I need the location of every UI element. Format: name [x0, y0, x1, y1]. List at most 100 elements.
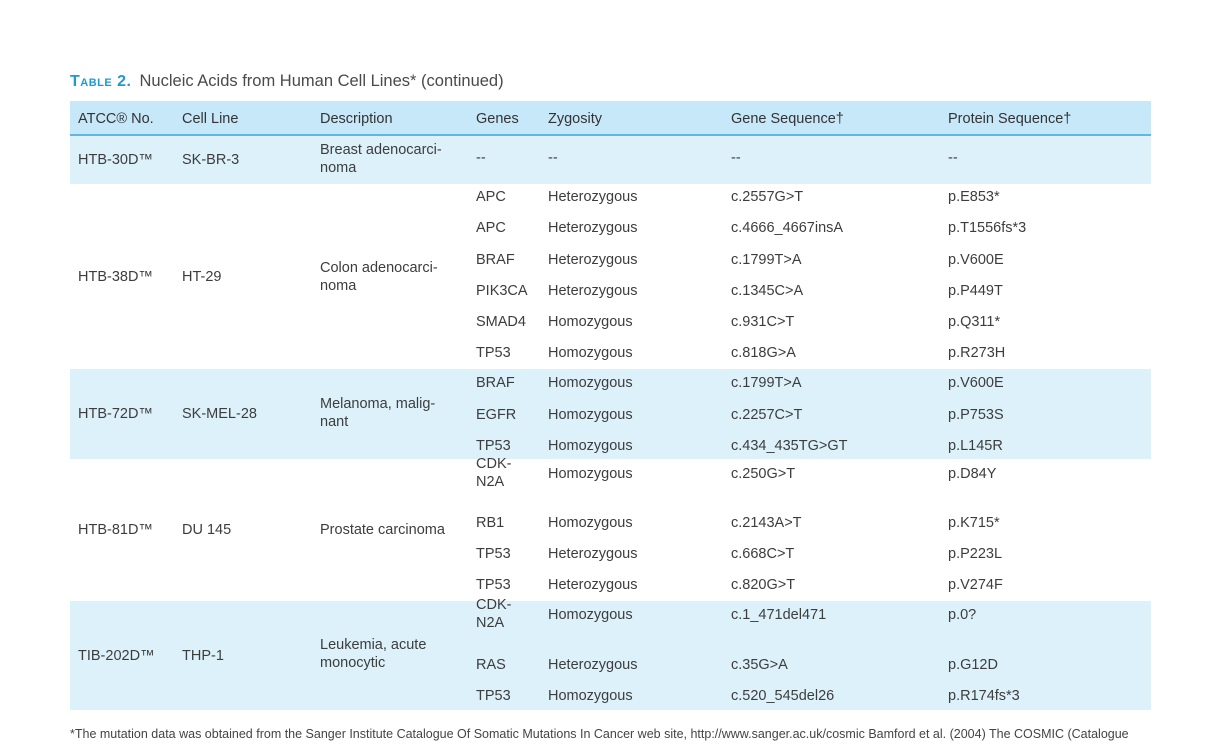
table-header-row: ATCC® No. Cell Line Description Genes Zy… [70, 101, 1151, 136]
protein-sequence: p.0? [948, 607, 977, 623]
protein-sequence: p.R174fs*3 [948, 688, 1020, 704]
gene: RAS [476, 657, 506, 673]
gene: PIK3CA [476, 283, 528, 299]
gene-sequence: c.668C>T [731, 546, 795, 562]
gene: APC [476, 189, 506, 205]
gene: BRAF [476, 252, 515, 268]
protein-sequence: p.K715* [948, 515, 1000, 531]
atcc-number: HTB-38D™ [78, 269, 153, 285]
header-zygosity: Zygosity [548, 111, 602, 127]
cell-line: THP-1 [182, 648, 224, 664]
table-row-group: HTB-38D™ HT-29 Colon adenocarci- noma APC He… [70, 184, 1151, 369]
zygosity: Heterozygous [548, 546, 638, 562]
protein-sequence: p.L145R [948, 438, 1003, 454]
table-caption: Table 2. Nucleic Acids from Human Cell Li… [70, 72, 504, 91]
zygosity: -- [548, 150, 558, 166]
atcc-number: HTB-30D™ [78, 152, 153, 168]
zygosity: Heterozygous [548, 220, 638, 236]
table-row-group: TIB-202D™ THP-1 Leukemia, acute monocytic C… [70, 597, 1151, 710]
zygosity: Homozygous [548, 375, 633, 391]
gene-sequence: c.2557G>T [731, 189, 804, 205]
protein-sequence: p.E853* [948, 189, 1000, 205]
protein-sequence: p.V600E [948, 252, 1004, 268]
protein-sequence: p.P449T [948, 283, 1003, 299]
gene-sequence: -- [731, 150, 741, 166]
cell-line: SK-MEL-28 [182, 406, 257, 422]
gene-sequence: c.35G>A [731, 657, 788, 673]
gene: CDK- N2A [476, 456, 512, 490]
zygosity: Homozygous [548, 607, 633, 623]
gene: CDK- N2A [476, 597, 512, 631]
table-body: HTB-30D™ SK-BR-3 Breast adenocarci- noma --… [70, 136, 1151, 710]
gene-sequence: c.1_471del471 [731, 607, 827, 623]
zygosity: Heterozygous [548, 577, 638, 593]
gene: SMAD4 [476, 314, 526, 330]
gene-sequence: c.2143A>T [731, 515, 802, 531]
gene-sequence: c.1345C>A [731, 283, 804, 299]
protein-sequence: p.Q311* [948, 314, 1001, 330]
gene-sequence: c.250G>T [731, 466, 796, 482]
protein-sequence: p.V274F [948, 577, 1003, 593]
gene: APC [476, 220, 506, 236]
zygosity: Heterozygous [548, 283, 638, 299]
description: Melanoma, malig- nant [320, 396, 436, 430]
header-description: Description [320, 111, 393, 127]
header-cell-line: Cell Line [182, 111, 239, 127]
gene-sequence: c.434_435TG>GT [731, 438, 848, 454]
atcc-number: TIB-202D™ [78, 648, 155, 664]
protein-sequence: p.R273H [948, 345, 1006, 361]
zygosity: Heterozygous [548, 252, 638, 268]
protein-sequence: p.G12D [948, 657, 998, 673]
table-footnote: *The mutation data was obtained from the… [70, 727, 1129, 741]
description: Leukemia, acute monocytic [320, 637, 427, 671]
atcc-number: HTB-81D™ [78, 522, 153, 538]
protein-sequence: p.P753S [948, 407, 1004, 423]
header-gene-sequence: Gene Sequence† [731, 111, 844, 127]
gene: RB1 [476, 515, 505, 531]
gene-sequence: c.4666_4667insA [731, 220, 844, 236]
atcc-number: HTB-72D™ [78, 406, 153, 422]
table-title: Nucleic Acids from Human Cell Lines* (co… [139, 72, 504, 90]
gene: -- [476, 150, 486, 166]
zygosity: Heterozygous [548, 657, 638, 673]
zygosity: Homozygous [548, 466, 633, 482]
cell-line: DU 145 [182, 522, 232, 538]
gene-sequence: c.818G>A [731, 345, 796, 361]
zygosity: Heterozygous [548, 189, 638, 205]
zygosity: Homozygous [548, 407, 633, 423]
zygosity: Homozygous [548, 438, 633, 454]
header-protein-sequence: Protein Sequence† [948, 111, 1072, 127]
description: Colon adenocarci- noma [320, 260, 438, 294]
gene-sequence: c.1799T>A [731, 375, 802, 391]
gene-sequence: c.931C>T [731, 314, 795, 330]
table-row-group: HTB-81D™ DU 145 Prostate carcinoma CDK- N2A… [70, 456, 1151, 601]
description: Breast adenocarci- noma [320, 142, 442, 176]
protein-sequence: p.P223L [948, 546, 1003, 562]
zygosity: Homozygous [548, 515, 633, 531]
gene: TP53 [476, 345, 511, 361]
header-genes: Genes [476, 111, 519, 127]
gene-sequence: c.520_545del26 [731, 688, 835, 704]
gene-sequence: c.2257C>T [731, 407, 803, 423]
table-label: Table 2. [70, 73, 132, 90]
gene: EGFR [476, 407, 517, 423]
table-row-group: HTB-30D™ SK-BR-3 Breast adenocarci- noma --… [70, 136, 1151, 184]
table-row-group: HTB-72D™ SK-MEL-28 Melanoma, malig- nant BR… [70, 369, 1151, 459]
mutation-table: ATCC® No. Cell Line Description Genes Zy… [70, 101, 1151, 710]
gene: TP53 [476, 546, 511, 562]
gene-sequence: c.1799T>A [731, 252, 802, 268]
cell-line: HT-29 [182, 269, 222, 285]
protein-sequence: p.D84Y [948, 466, 997, 482]
cell-line: SK-BR-3 [182, 152, 240, 168]
zygosity: Homozygous [548, 688, 633, 704]
gene: BRAF [476, 375, 515, 391]
description: Prostate carcinoma [320, 522, 445, 538]
header-atcc-no: ATCC® No. [78, 111, 154, 127]
gene: TP53 [476, 438, 511, 454]
gene: TP53 [476, 577, 511, 593]
zygosity: Homozygous [548, 314, 633, 330]
zygosity: Homozygous [548, 345, 633, 361]
gene-sequence: c.820G>T [731, 577, 796, 593]
protein-sequence: -- [948, 150, 958, 166]
protein-sequence: p.V600E [948, 375, 1004, 391]
